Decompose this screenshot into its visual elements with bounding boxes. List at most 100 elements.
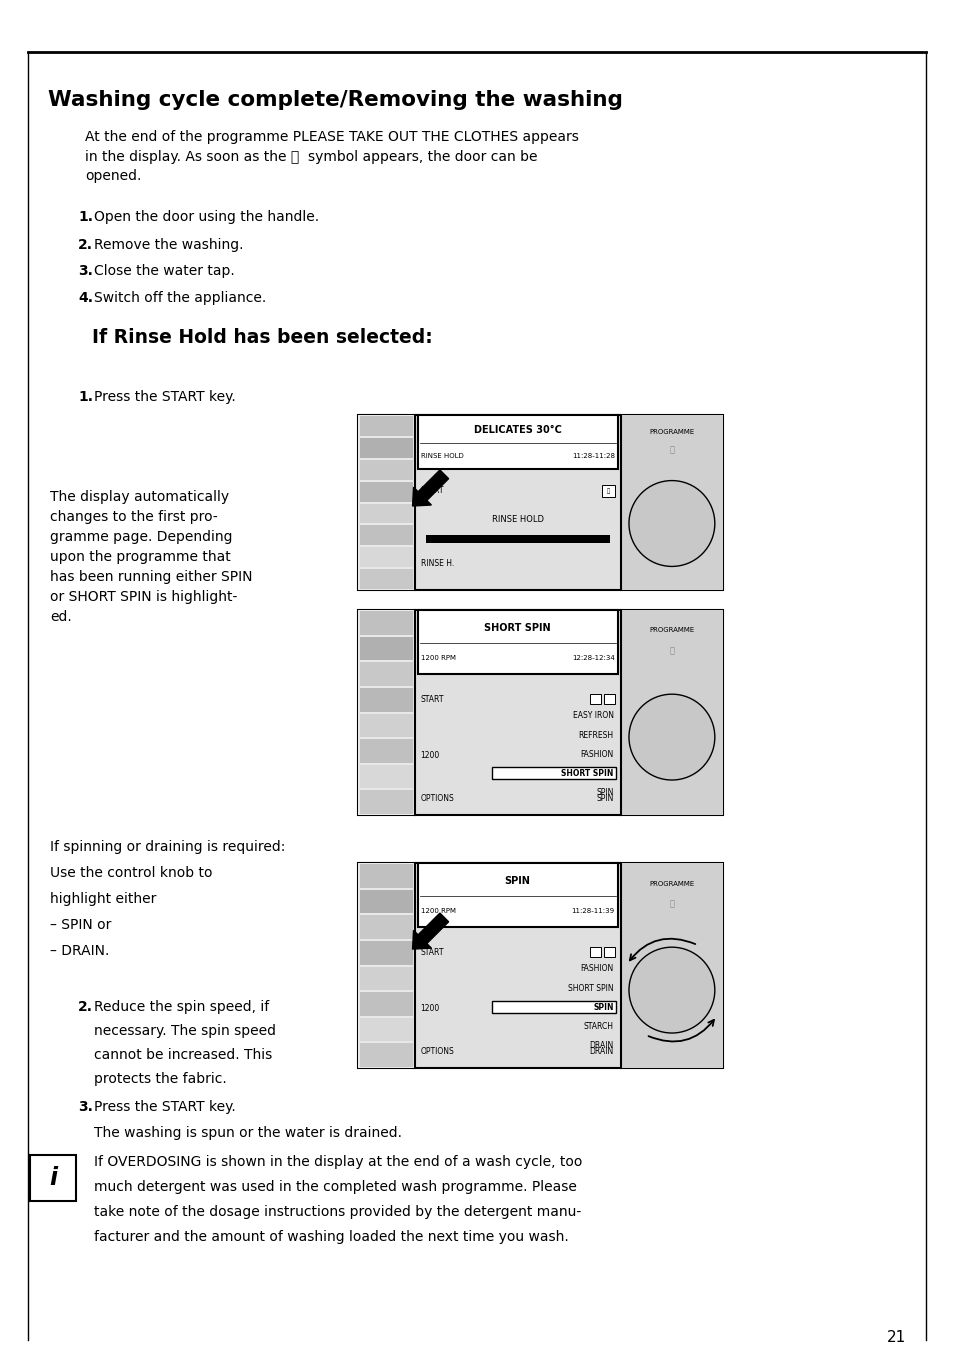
Text: ⓞ: ⓞ — [669, 446, 674, 454]
Text: Close the water tap.: Close the water tap. — [94, 264, 234, 279]
Text: FASHION: FASHION — [580, 749, 613, 758]
Text: EASY IRON: EASY IRON — [572, 711, 613, 721]
Bar — [359, 765, 412, 788]
Bar — [359, 460, 412, 480]
Bar — [425, 535, 609, 544]
Bar — [359, 714, 412, 737]
Text: Open the door using the handle.: Open the door using the handle. — [94, 210, 319, 224]
Text: necessary. The spin speed: necessary. The spin speed — [94, 1023, 275, 1038]
Bar — [359, 915, 412, 938]
Text: DELICATES 30°C: DELICATES 30°C — [474, 425, 561, 435]
Text: – DRAIN.: – DRAIN. — [50, 944, 110, 959]
Text: PROGRAMME: PROGRAMME — [649, 880, 694, 887]
Bar — [359, 662, 412, 685]
Text: SPIN: SPIN — [596, 788, 613, 796]
Text: SPIN: SPIN — [596, 794, 613, 803]
Text: FASHION: FASHION — [580, 964, 613, 973]
Bar — [359, 890, 412, 913]
Bar — [357, 415, 722, 589]
Polygon shape — [412, 913, 448, 949]
Bar — [359, 526, 412, 545]
Text: If OVERDOSING is shown in the display at the end of a wash cycle, too: If OVERDOSING is shown in the display at… — [94, 1155, 581, 1169]
Text: At the end of the programme PLEASE TAKE OUT THE CLOTHES appears
in the display. : At the end of the programme PLEASE TAKE … — [85, 130, 578, 183]
Bar — [359, 438, 412, 458]
Bar — [603, 946, 614, 957]
Text: Press the START key.: Press the START key. — [94, 1101, 235, 1114]
Text: SPIN: SPIN — [504, 876, 530, 886]
Bar — [620, 415, 722, 589]
Text: START: START — [420, 487, 443, 495]
Text: 1200: 1200 — [420, 752, 439, 760]
Circle shape — [628, 948, 714, 1033]
Text: i: i — [49, 1165, 57, 1190]
Text: 12:28-12:34: 12:28-12:34 — [572, 654, 614, 661]
Bar — [357, 863, 415, 1068]
Text: 1200 RPM: 1200 RPM — [420, 907, 456, 914]
Bar — [359, 688, 412, 711]
Bar — [417, 415, 618, 469]
Bar — [491, 768, 615, 779]
Bar — [620, 610, 722, 815]
Bar — [359, 503, 412, 523]
Bar — [359, 637, 412, 660]
Polygon shape — [412, 470, 448, 506]
Text: 2.: 2. — [78, 238, 92, 251]
Bar — [357, 610, 722, 815]
Bar — [359, 992, 412, 1015]
Bar — [359, 740, 412, 763]
Text: If Rinse Hold has been selected:: If Rinse Hold has been selected: — [91, 329, 433, 347]
Circle shape — [628, 694, 714, 780]
Text: 3.: 3. — [78, 264, 92, 279]
Text: 🔒: 🔒 — [606, 488, 609, 493]
Text: SPIN: SPIN — [593, 1003, 613, 1011]
Text: – SPIN or: – SPIN or — [50, 918, 112, 932]
Text: The washing is spun or the water is drained.: The washing is spun or the water is drai… — [94, 1126, 401, 1140]
Text: 21: 21 — [886, 1330, 905, 1345]
Text: The display automatically
changes to the first pro-
gramme page. Depending
upon : The display automatically changes to the… — [50, 489, 253, 625]
Circle shape — [628, 480, 714, 566]
Text: highlight either: highlight either — [50, 892, 156, 906]
Text: START: START — [420, 695, 443, 703]
Text: OPTIONS: OPTIONS — [420, 794, 454, 803]
Text: DRAIN: DRAIN — [589, 1041, 613, 1051]
Bar — [589, 946, 600, 957]
Text: OPTIONS: OPTIONS — [420, 1046, 454, 1056]
Bar — [357, 863, 722, 1068]
Text: If spinning or draining is required:: If spinning or draining is required: — [50, 840, 285, 854]
Text: 1.: 1. — [78, 210, 92, 224]
Text: 11:28-11:28: 11:28-11:28 — [571, 453, 614, 458]
Bar — [359, 548, 412, 566]
Bar — [620, 863, 722, 1068]
Text: take note of the dosage instructions provided by the detergent manu-: take note of the dosage instructions pro… — [94, 1205, 580, 1220]
Text: cannot be increased. This: cannot be increased. This — [94, 1048, 272, 1063]
Text: Remove the washing.: Remove the washing. — [94, 238, 243, 251]
Text: PROGRAMME: PROGRAMME — [649, 430, 694, 435]
Text: 1200: 1200 — [420, 1005, 439, 1013]
Bar — [359, 1044, 412, 1067]
Text: 11:28-11:39: 11:28-11:39 — [571, 907, 614, 914]
Text: SHORT SPIN: SHORT SPIN — [484, 623, 551, 633]
Bar — [359, 967, 412, 990]
Text: 4.: 4. — [78, 291, 92, 306]
Bar — [491, 1002, 615, 1013]
Text: 1200 RPM: 1200 RPM — [420, 654, 456, 661]
Text: Press the START key.: Press the START key. — [94, 389, 235, 404]
Bar — [589, 694, 600, 704]
Text: facturer and the amount of washing loaded the next time you wash.: facturer and the amount of washing loade… — [94, 1230, 568, 1244]
Bar — [359, 611, 412, 634]
Bar — [603, 694, 614, 704]
Bar — [417, 610, 618, 673]
Text: 2.: 2. — [78, 1000, 92, 1014]
Bar — [357, 610, 415, 815]
Text: PROGRAMME: PROGRAMME — [649, 627, 694, 634]
Text: Switch off the appliance.: Switch off the appliance. — [94, 291, 266, 306]
Text: Washing cycle complete/Removing the washing: Washing cycle complete/Removing the wash… — [48, 91, 622, 110]
Text: Use the control knob to: Use the control knob to — [50, 867, 213, 880]
Text: protects the fabric.: protects the fabric. — [94, 1072, 227, 1086]
Bar — [359, 941, 412, 964]
Bar — [30, 1155, 76, 1201]
Text: SHORT SPIN: SHORT SPIN — [560, 769, 613, 777]
Text: 1.: 1. — [78, 389, 92, 404]
Text: RINSE H.: RINSE H. — [420, 558, 454, 568]
Bar — [359, 416, 412, 435]
